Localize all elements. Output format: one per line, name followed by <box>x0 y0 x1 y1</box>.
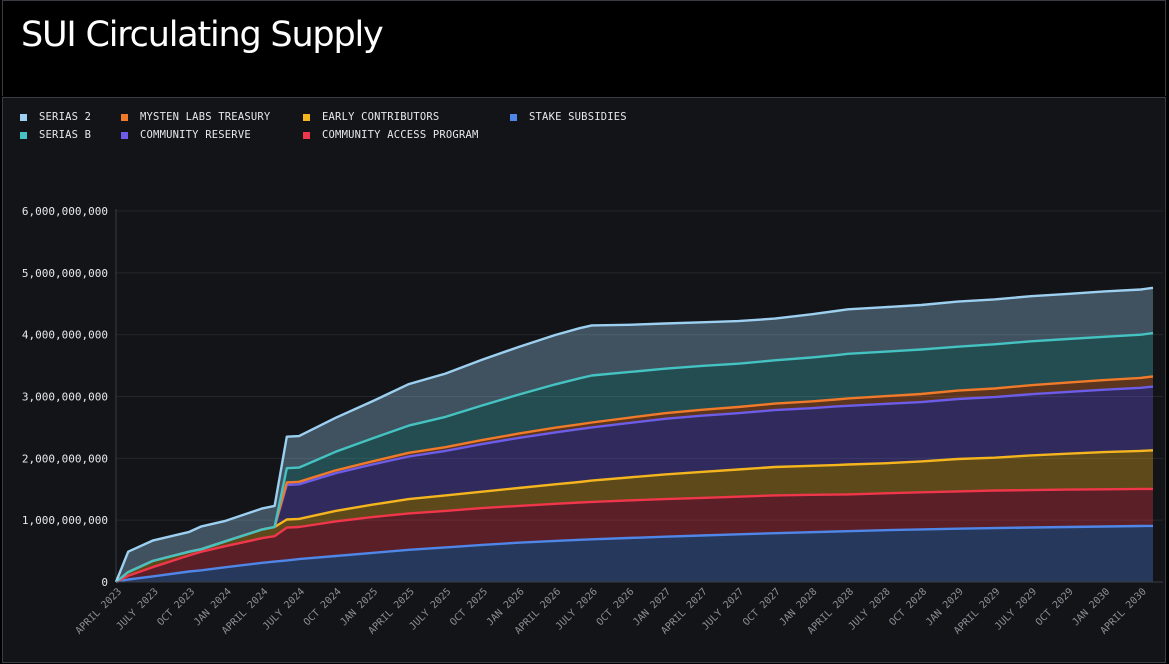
line-community-access-program[interactable] <box>115 487 1153 584</box>
legend-item-community-access-program[interactable]: COMMUNITY ACCESS PROGRAM <box>303 129 479 141</box>
chart-svg: 0 1,000,000,000 2,000,000,000 3,000,000,000… <box>22 205 1163 637</box>
x-tick-label: OCT 2023 <box>155 586 197 628</box>
legend-label: MYSTEN LABS TREASURY <box>140 111 271 123</box>
legend-item-serias-2[interactable]: SERIAS 2 <box>20 111 91 123</box>
line-serias-b[interactable] <box>115 331 1154 583</box>
line-serias-2[interactable] <box>114 286 1154 583</box>
page-title: SUI Circulating Supply <box>21 15 384 55</box>
x-tick-label: OCT 2027 <box>741 586 783 628</box>
x-tick-label: OCT 2029 <box>1034 586 1076 628</box>
area-serias-2 <box>116 287 1153 582</box>
y-tick-label: 5,000,000,000 <box>22 267 108 280</box>
legend-label: STAKE SUBSIDIES <box>529 111 627 123</box>
y-tick-label: 0 <box>101 576 108 589</box>
x-tick-label: OCT 2028 <box>887 586 929 628</box>
legend-item-serias-b[interactable]: SERIAS B <box>20 129 91 141</box>
legend-label: SERIAS 2 <box>39 111 92 123</box>
chart-header: SUI Circulating Supply <box>2 0 1166 96</box>
legend-label: SERIAS B <box>39 129 92 141</box>
x-tick-label: OCT 2024 <box>302 586 344 628</box>
y-tick-label: 6,000,000,000 <box>22 205 108 218</box>
legend-item-mysten-labs-treasury[interactable]: MYSTEN LABS TREASURY <box>121 111 270 123</box>
legend-item-early-contributors[interactable]: EARLY CONTRIBUTORS <box>303 111 439 123</box>
legend-label: COMMUNITY RESERVE <box>140 129 251 141</box>
legend-item-stake-subsidies[interactable]: STAKE SUBSIDIES <box>510 111 627 123</box>
legend-swatch <box>121 131 128 139</box>
legend-label: EARLY CONTRIBUTORS <box>322 111 440 123</box>
y-tick-label: 4,000,000,000 <box>22 329 108 342</box>
legend-swatch <box>303 131 310 139</box>
y-tick-label: 3,000,000,000 <box>22 391 108 404</box>
x-tick-label: OCT 2026 <box>595 586 637 628</box>
x-tick-label: APRIL 2023 <box>74 586 124 636</box>
x-tick-label: OCT 2025 <box>448 586 490 628</box>
legend-label: COMMUNITY ACCESS PROGRAM <box>322 129 479 141</box>
legend-swatch <box>121 113 128 121</box>
area-stake-subsidies <box>116 525 1153 582</box>
y-tick-label: 2,000,000,000 <box>22 452 108 465</box>
legend-swatch <box>20 113 27 121</box>
legend-swatch <box>303 113 310 121</box>
line-stake-subsidies[interactable] <box>115 524 1154 584</box>
legend-swatch <box>510 113 517 121</box>
chart-panel: SERIAS 2 SERIAS B MYSTEN LABS TREASURY COMM… <box>2 97 1166 663</box>
y-tick-label: 1,000,000,000 <box>22 514 108 527</box>
legend-item-community-reserve[interactable]: COMMUNITY RESERVE <box>121 129 251 141</box>
legend-swatch <box>20 131 27 139</box>
area-community-access-program <box>116 488 1153 582</box>
area-community-reserve <box>116 386 1153 582</box>
area-early-contributors <box>116 450 1153 582</box>
